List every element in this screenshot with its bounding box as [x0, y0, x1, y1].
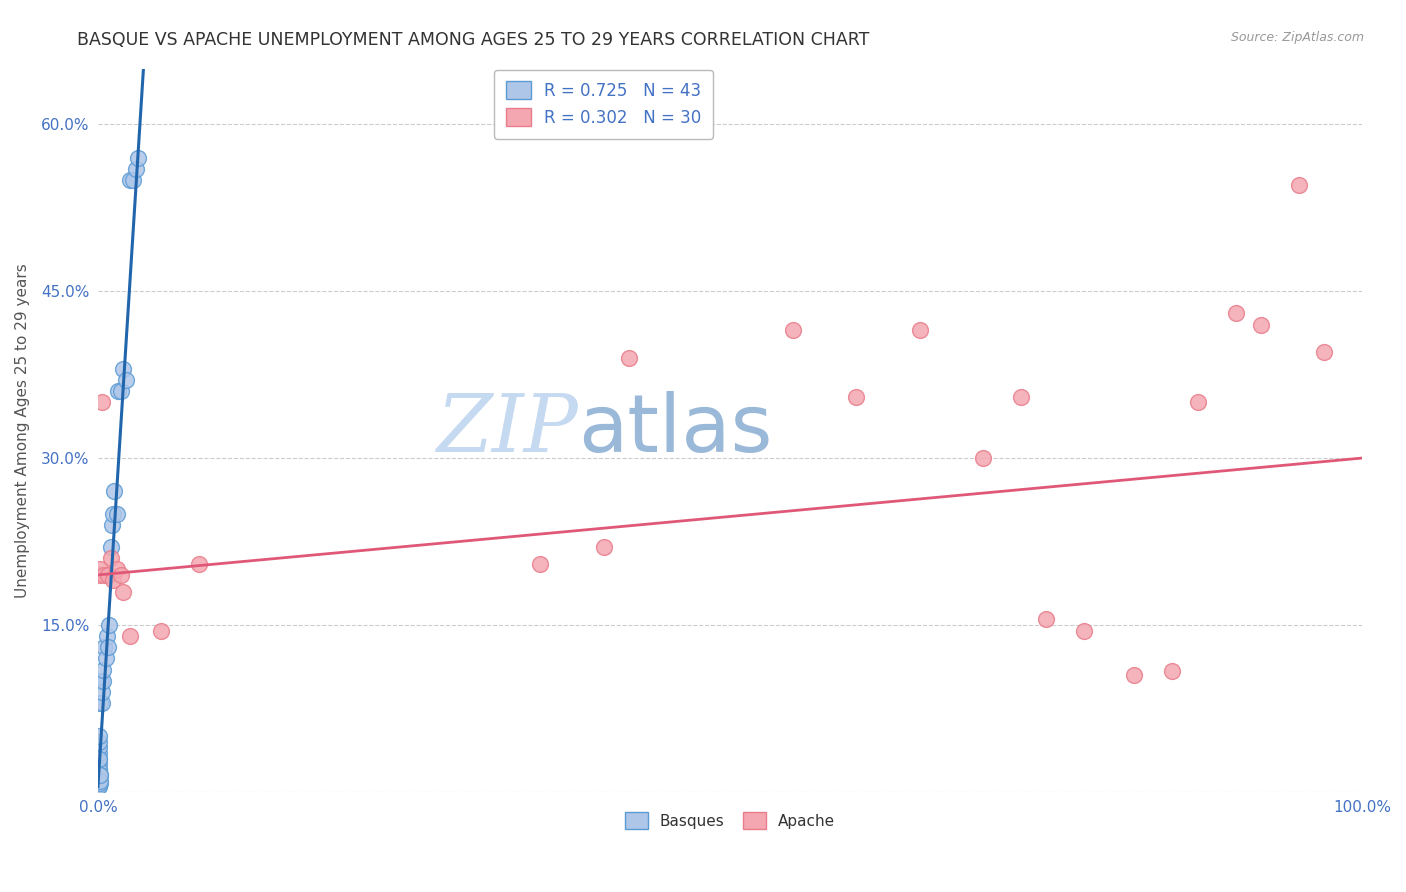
- Point: [1288, 178, 1310, 193]
- Point: [89, 763, 111, 777]
- Point: [87, 751, 110, 765]
- Point: [89, 696, 111, 710]
- Point: [87, 773, 110, 788]
- Point: [1010, 390, 1032, 404]
- Point: [87, 740, 110, 755]
- Point: [89, 562, 111, 576]
- Point: [972, 451, 994, 466]
- Point: [94, 651, 117, 665]
- Text: BASQUE VS APACHE UNEMPLOYMENT AMONG AGES 25 TO 29 YEARS CORRELATION CHART: BASQUE VS APACHE UNEMPLOYMENT AMONG AGES…: [77, 31, 870, 49]
- Point: [89, 776, 111, 790]
- Point: [782, 323, 804, 337]
- Y-axis label: Unemployment Among Ages 25 to 29 years: Unemployment Among Ages 25 to 29 years: [15, 263, 30, 598]
- Point: [89, 773, 111, 788]
- Point: [592, 540, 614, 554]
- Point: [1250, 318, 1272, 332]
- Point: [98, 618, 121, 632]
- Point: [97, 568, 120, 582]
- Point: [1161, 664, 1184, 678]
- Point: [93, 568, 115, 582]
- Point: [908, 323, 931, 337]
- Point: [101, 517, 124, 532]
- Point: [1187, 395, 1209, 409]
- Point: [89, 768, 111, 782]
- Point: [89, 780, 111, 794]
- Point: [87, 768, 110, 782]
- Point: [1035, 612, 1057, 626]
- Point: [125, 161, 148, 176]
- Point: [105, 507, 128, 521]
- Point: [90, 395, 112, 409]
- Point: [1123, 668, 1146, 682]
- Point: [100, 540, 122, 554]
- Point: [1225, 306, 1247, 320]
- Point: [89, 768, 111, 782]
- Point: [127, 151, 149, 165]
- Point: [101, 507, 124, 521]
- Point: [87, 757, 110, 772]
- Point: [107, 384, 129, 399]
- Legend: Basques, Apache: Basques, Apache: [619, 806, 841, 835]
- Point: [89, 751, 111, 765]
- Point: [97, 640, 120, 655]
- Text: Source: ZipAtlas.com: Source: ZipAtlas.com: [1230, 31, 1364, 45]
- Point: [87, 729, 110, 743]
- Point: [101, 574, 124, 588]
- Point: [91, 673, 114, 688]
- Point: [118, 173, 141, 187]
- Point: [845, 390, 868, 404]
- Point: [122, 173, 145, 187]
- Point: [90, 696, 112, 710]
- Point: [110, 384, 132, 399]
- Point: [96, 629, 118, 643]
- Point: [1073, 624, 1095, 638]
- Point: [87, 746, 110, 760]
- Point: [91, 663, 114, 677]
- Text: atlas: atlas: [578, 392, 773, 469]
- Point: [100, 551, 122, 566]
- Point: [118, 629, 141, 643]
- Point: [150, 624, 173, 638]
- Point: [93, 640, 115, 655]
- Point: [90, 673, 112, 688]
- Point: [1313, 345, 1336, 359]
- Point: [105, 562, 128, 576]
- Point: [89, 568, 111, 582]
- Point: [89, 773, 111, 788]
- Point: [110, 568, 132, 582]
- Point: [87, 735, 110, 749]
- Point: [112, 584, 135, 599]
- Point: [112, 362, 135, 376]
- Point: [87, 763, 110, 777]
- Point: [114, 373, 136, 387]
- Point: [87, 780, 110, 794]
- Point: [617, 351, 640, 365]
- Point: [529, 557, 551, 571]
- Point: [188, 557, 211, 571]
- Point: [103, 484, 125, 499]
- Point: [90, 685, 112, 699]
- Text: ZIP: ZIP: [436, 392, 578, 469]
- Point: [89, 768, 111, 782]
